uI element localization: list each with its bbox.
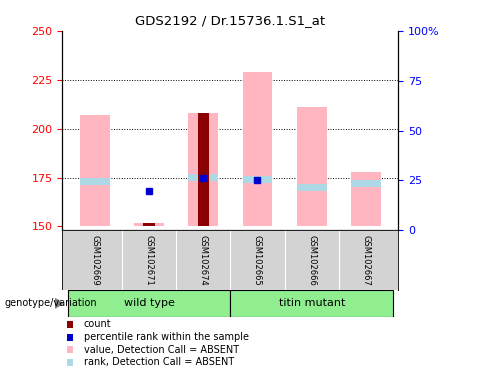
Text: GSM102669: GSM102669: [90, 235, 99, 286]
Bar: [297, 184, 326, 191]
Text: rank, Detection Call = ABSENT: rank, Detection Call = ABSENT: [84, 358, 234, 367]
Text: GSM102665: GSM102665: [253, 235, 262, 286]
Text: genotype/variation: genotype/variation: [5, 298, 97, 308]
Text: GSM102671: GSM102671: [144, 235, 154, 286]
Bar: [351, 180, 381, 187]
Bar: [351, 172, 381, 227]
Polygon shape: [55, 298, 62, 308]
Bar: [198, 113, 209, 227]
Text: value, Detection Call = ABSENT: value, Detection Call = ABSENT: [84, 345, 239, 355]
Text: GSM102674: GSM102674: [199, 235, 208, 286]
Bar: [189, 174, 218, 181]
Bar: [242, 176, 273, 183]
Bar: [80, 178, 110, 185]
Bar: [230, 290, 393, 317]
Title: GDS2192 / Dr.15736.1.S1_at: GDS2192 / Dr.15736.1.S1_at: [135, 14, 325, 27]
Text: percentile rank within the sample: percentile rank within the sample: [84, 332, 249, 342]
Bar: [297, 107, 326, 227]
Bar: [144, 223, 155, 227]
Text: GSM102666: GSM102666: [307, 235, 316, 286]
Bar: [189, 113, 218, 227]
Bar: [80, 115, 110, 227]
Bar: [68, 290, 230, 317]
Text: count: count: [84, 319, 112, 329]
Text: wild type: wild type: [124, 298, 175, 308]
Bar: [242, 72, 273, 227]
Text: titin mutant: titin mutant: [278, 298, 345, 308]
Text: GSM102667: GSM102667: [361, 235, 371, 286]
Bar: [134, 223, 164, 227]
